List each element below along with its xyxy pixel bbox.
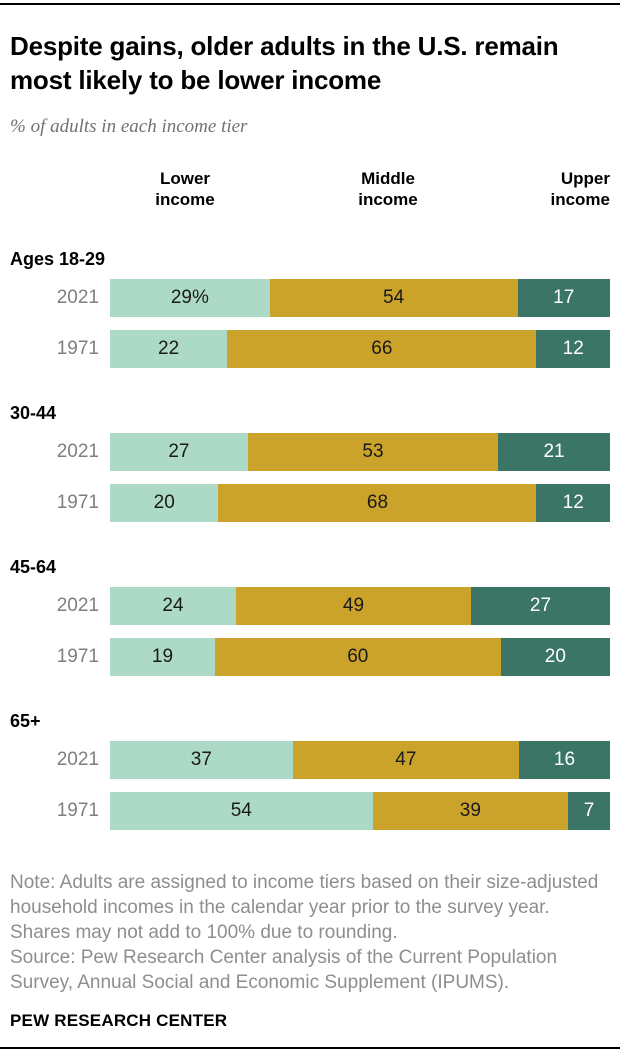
legend-middle-income: Middle income xyxy=(358,169,418,209)
bar-segment-upper-income: 21 xyxy=(498,433,610,471)
bar-segment-upper-income: 16 xyxy=(519,741,610,779)
bar-segment-lower-income: 27 xyxy=(110,433,248,471)
footnotes: Note: Adults are assigned to income tier… xyxy=(10,870,610,995)
year-label: 2021 xyxy=(56,595,99,616)
stacked-bar: 19 60 20 xyxy=(110,638,610,676)
stacked-bar: 37 47 16 xyxy=(110,741,610,779)
bar-segment-upper-income: 27 xyxy=(470,587,610,625)
stacked-bar: 29% 54 17 xyxy=(110,279,610,317)
stacked-bar: 20 68 12 xyxy=(110,484,610,522)
bar-row: 1971 54 39 7 xyxy=(10,792,610,830)
age-group-30-44: 30-44 2021 27 53 21 1971 20 68 12 xyxy=(10,402,610,522)
age-group-label: 65+ xyxy=(10,711,41,731)
year-label: 1971 xyxy=(56,338,99,359)
age-group-45-64: 45-64 2021 24 49 27 1971 19 60 20 xyxy=(10,556,610,676)
stacked-bar: 24 49 27 xyxy=(110,587,610,625)
chart-subtitle: % of adults in each income tier xyxy=(10,116,248,137)
year-label: 2021 xyxy=(56,441,99,462)
stacked-bar: 54 39 7 xyxy=(110,792,610,830)
stacked-bar: 22 66 12 xyxy=(110,330,610,368)
legend-lower-income: Lower income xyxy=(155,169,215,209)
legend-column-headers: Lower income Middle income Upper income xyxy=(110,168,610,214)
bar-segment-lower-income: 37 xyxy=(110,741,293,779)
bar-segment-middle-income: 68 xyxy=(218,484,537,522)
bar-segment-middle-income: 39 xyxy=(372,792,569,830)
bar-segment-middle-income: 66 xyxy=(227,330,537,368)
bar-segment-upper-income: 12 xyxy=(536,484,610,522)
bottom-divider xyxy=(0,1047,620,1049)
bar-segment-middle-income: 53 xyxy=(247,433,499,471)
bar-segment-lower-income: 19 xyxy=(110,638,215,676)
chart-title: Despite gains, older adults in the U.S. … xyxy=(10,31,559,95)
year-label: 1971 xyxy=(56,646,99,667)
bar-segment-upper-income: 20 xyxy=(500,638,610,676)
age-group-label: Ages 18-29 xyxy=(10,249,106,269)
age-group-label: 30-44 xyxy=(10,403,57,423)
bar-segment-middle-income: 54 xyxy=(269,279,518,317)
bar-segment-upper-income: 7 xyxy=(568,792,610,830)
year-label: 1971 xyxy=(56,800,99,821)
age-group-label: 45-64 xyxy=(10,557,57,577)
source-text: Source: Pew Research Center analysis of … xyxy=(10,947,558,993)
age-group-65-plus: 65+ 2021 37 47 16 1971 54 39 7 xyxy=(10,710,610,830)
top-divider xyxy=(0,3,620,5)
bar-segment-middle-income: 49 xyxy=(235,587,471,625)
note-text: Note: Adults are assigned to income tier… xyxy=(10,872,599,943)
bar-segment-lower-income: 22 xyxy=(110,330,228,368)
year-label: 2021 xyxy=(56,287,99,308)
bar-segment-lower-income: 29% xyxy=(110,279,270,317)
pew-research-center-wordmark: PEW RESEARCH CENTER xyxy=(10,1011,228,1030)
bar-segment-middle-income: 47 xyxy=(292,741,519,779)
bar-segment-middle-income: 60 xyxy=(214,638,501,676)
year-label: 2021 xyxy=(56,749,99,770)
year-label: 1971 xyxy=(56,492,99,513)
bar-row: 1971 22 66 12 xyxy=(10,330,610,368)
stacked-bar: 27 53 21 xyxy=(110,433,610,471)
bar-row: 2021 29% 54 17 xyxy=(10,279,610,317)
bar-segment-lower-income: 20 xyxy=(110,484,219,522)
bar-row: 2021 27 53 21 xyxy=(10,433,610,471)
chart-card: Despite gains, older adults in the U.S. … xyxy=(0,29,620,1031)
age-group-18-29: Ages 18-29 2021 29% 54 17 1971 22 66 12 xyxy=(10,248,610,368)
bar-row: 2021 24 49 27 xyxy=(10,587,610,625)
legend-upper-income: Upper income xyxy=(550,169,610,209)
bar-row: 2021 37 47 16 xyxy=(10,741,610,779)
bar-row: 1971 20 68 12 xyxy=(10,484,610,522)
bar-row: 1971 19 60 20 xyxy=(10,638,610,676)
bar-segment-lower-income: 24 xyxy=(110,587,236,625)
bar-segment-upper-income: 12 xyxy=(536,330,610,368)
bar-segment-upper-income: 17 xyxy=(517,279,610,317)
bar-segment-lower-income: 54 xyxy=(110,792,373,830)
